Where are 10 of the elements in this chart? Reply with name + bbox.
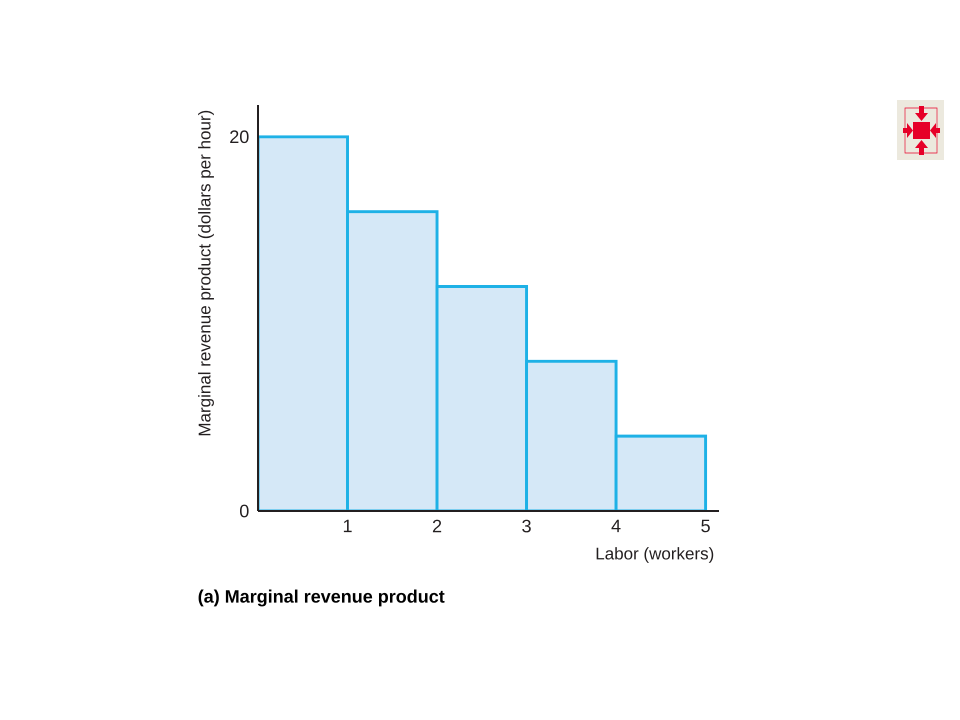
x-tick-label: 2 (432, 520, 442, 532)
y-tick-label: 20 (230, 130, 249, 144)
x-tick-label: 1 (344, 520, 352, 532)
x-tick-label: 4 (611, 520, 621, 532)
y-tick-label: 0 (240, 504, 249, 518)
y-axis-title: Marginal revenue product (dollars per hour) (198, 110, 214, 436)
x-axis-title: Labor (workers) (596, 547, 714, 563)
text: (a) Marginal revenue product (198, 590, 445, 606)
x-tick-label: 5 (701, 520, 710, 532)
x-tick-label: 3 (522, 520, 531, 532)
